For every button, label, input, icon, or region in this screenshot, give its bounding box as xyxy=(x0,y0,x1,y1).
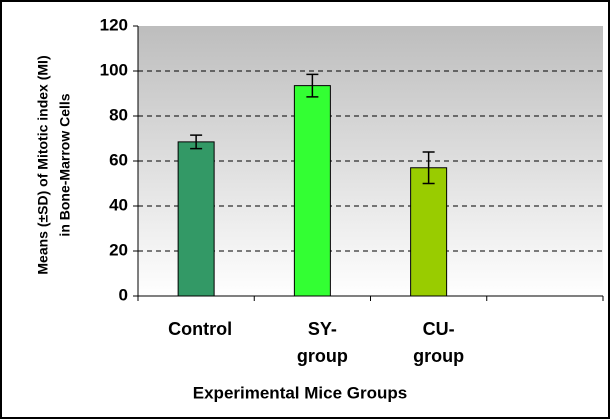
x-tick-label: CU-group xyxy=(413,319,464,366)
x-axis-label: Experimental Mice Groups xyxy=(193,383,407,402)
y-axis-label-line: in Bone-Marrow Cells xyxy=(57,93,73,236)
y-tick-label: 100 xyxy=(100,60,128,79)
bar xyxy=(177,141,215,297)
x-tick-label: SY-group xyxy=(297,319,348,366)
y-tick-label: 120 xyxy=(100,15,128,34)
bar xyxy=(410,167,448,297)
y-tick-label: 0 xyxy=(119,285,128,304)
y-tick-label: 20 xyxy=(109,240,128,259)
x-tick-label: Control xyxy=(168,319,232,339)
bar xyxy=(293,85,331,297)
y-tick-label: 80 xyxy=(109,105,128,124)
y-tick-label: 40 xyxy=(109,195,128,214)
y-axis-label: Means (±SD) of Mitotic index (MI) in Bon… xyxy=(35,55,73,274)
y-tick-label: 60 xyxy=(109,150,128,169)
y-axis-label-line: Means (±SD) of Mitotic index (MI) xyxy=(35,55,51,274)
